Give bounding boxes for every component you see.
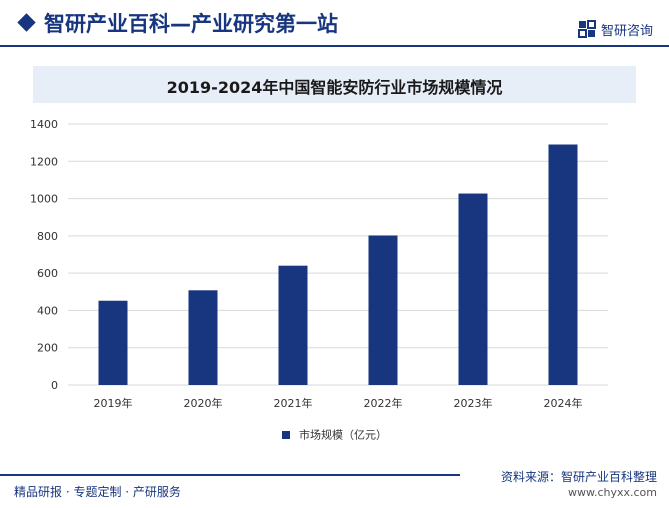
legend-label: 市场规模（亿元）	[299, 428, 388, 442]
bar	[458, 193, 488, 385]
footer-source: 资料来源：智研产业百科整理	[500, 470, 657, 484]
page-header: 智研产业百科—产业研究第一站 智研咨询	[0, 0, 669, 52]
footer-rule	[0, 474, 460, 476]
y-tick-label: 800	[37, 230, 58, 243]
y-tick-label: 0	[51, 379, 58, 392]
x-axis-ticks: 2019年 2020年 2021年 2022年 2023年 2024年	[94, 396, 583, 410]
footer-services: 精品研报 · 专题定制 · 产研服务	[14, 485, 181, 499]
legend-swatch	[281, 430, 290, 439]
chart-title-band: 2019-2024年中国智能安防行业市场规模情况	[33, 66, 636, 103]
chart-legend: 市场规模（亿元）	[0, 424, 669, 442]
x-tick-label: 2022年	[364, 396, 403, 410]
y-tick-label: 600	[37, 267, 58, 280]
x-tick-label: 2023年	[454, 396, 493, 410]
header-rule	[0, 45, 669, 47]
bar	[98, 300, 128, 385]
bar	[278, 265, 308, 385]
x-tick-label: 2020年	[184, 396, 223, 410]
chart-title: 2019-2024年中国智能安防行业市场规模情况	[166, 78, 503, 97]
grid-lines	[68, 123, 608, 386]
y-tick-label: 1400	[30, 118, 58, 131]
legend-item: 市场规模（亿元）	[281, 424, 388, 442]
x-tick-label: 2019年	[94, 396, 133, 410]
y-tick-label: 1000	[30, 193, 58, 206]
y-tick-label: 400	[37, 304, 58, 317]
x-tick-label: 2021年	[274, 396, 313, 410]
bar	[188, 290, 218, 385]
y-axis-ticks: 0 200 400 600 800 1000 1200 1400	[30, 118, 58, 392]
x-tick-label: 2024年	[544, 396, 583, 410]
header-brand: 智研咨询	[601, 24, 654, 39]
bar	[548, 144, 578, 385]
zhiyan-logo-icon	[578, 20, 596, 38]
bar	[368, 235, 398, 385]
y-tick-label: 1200	[30, 155, 58, 168]
bars	[98, 144, 578, 385]
footer-url: www.chyxx.com	[567, 486, 657, 499]
y-tick-label: 200	[37, 342, 58, 355]
header-title: 智研产业百科—产业研究第一站	[44, 12, 338, 36]
